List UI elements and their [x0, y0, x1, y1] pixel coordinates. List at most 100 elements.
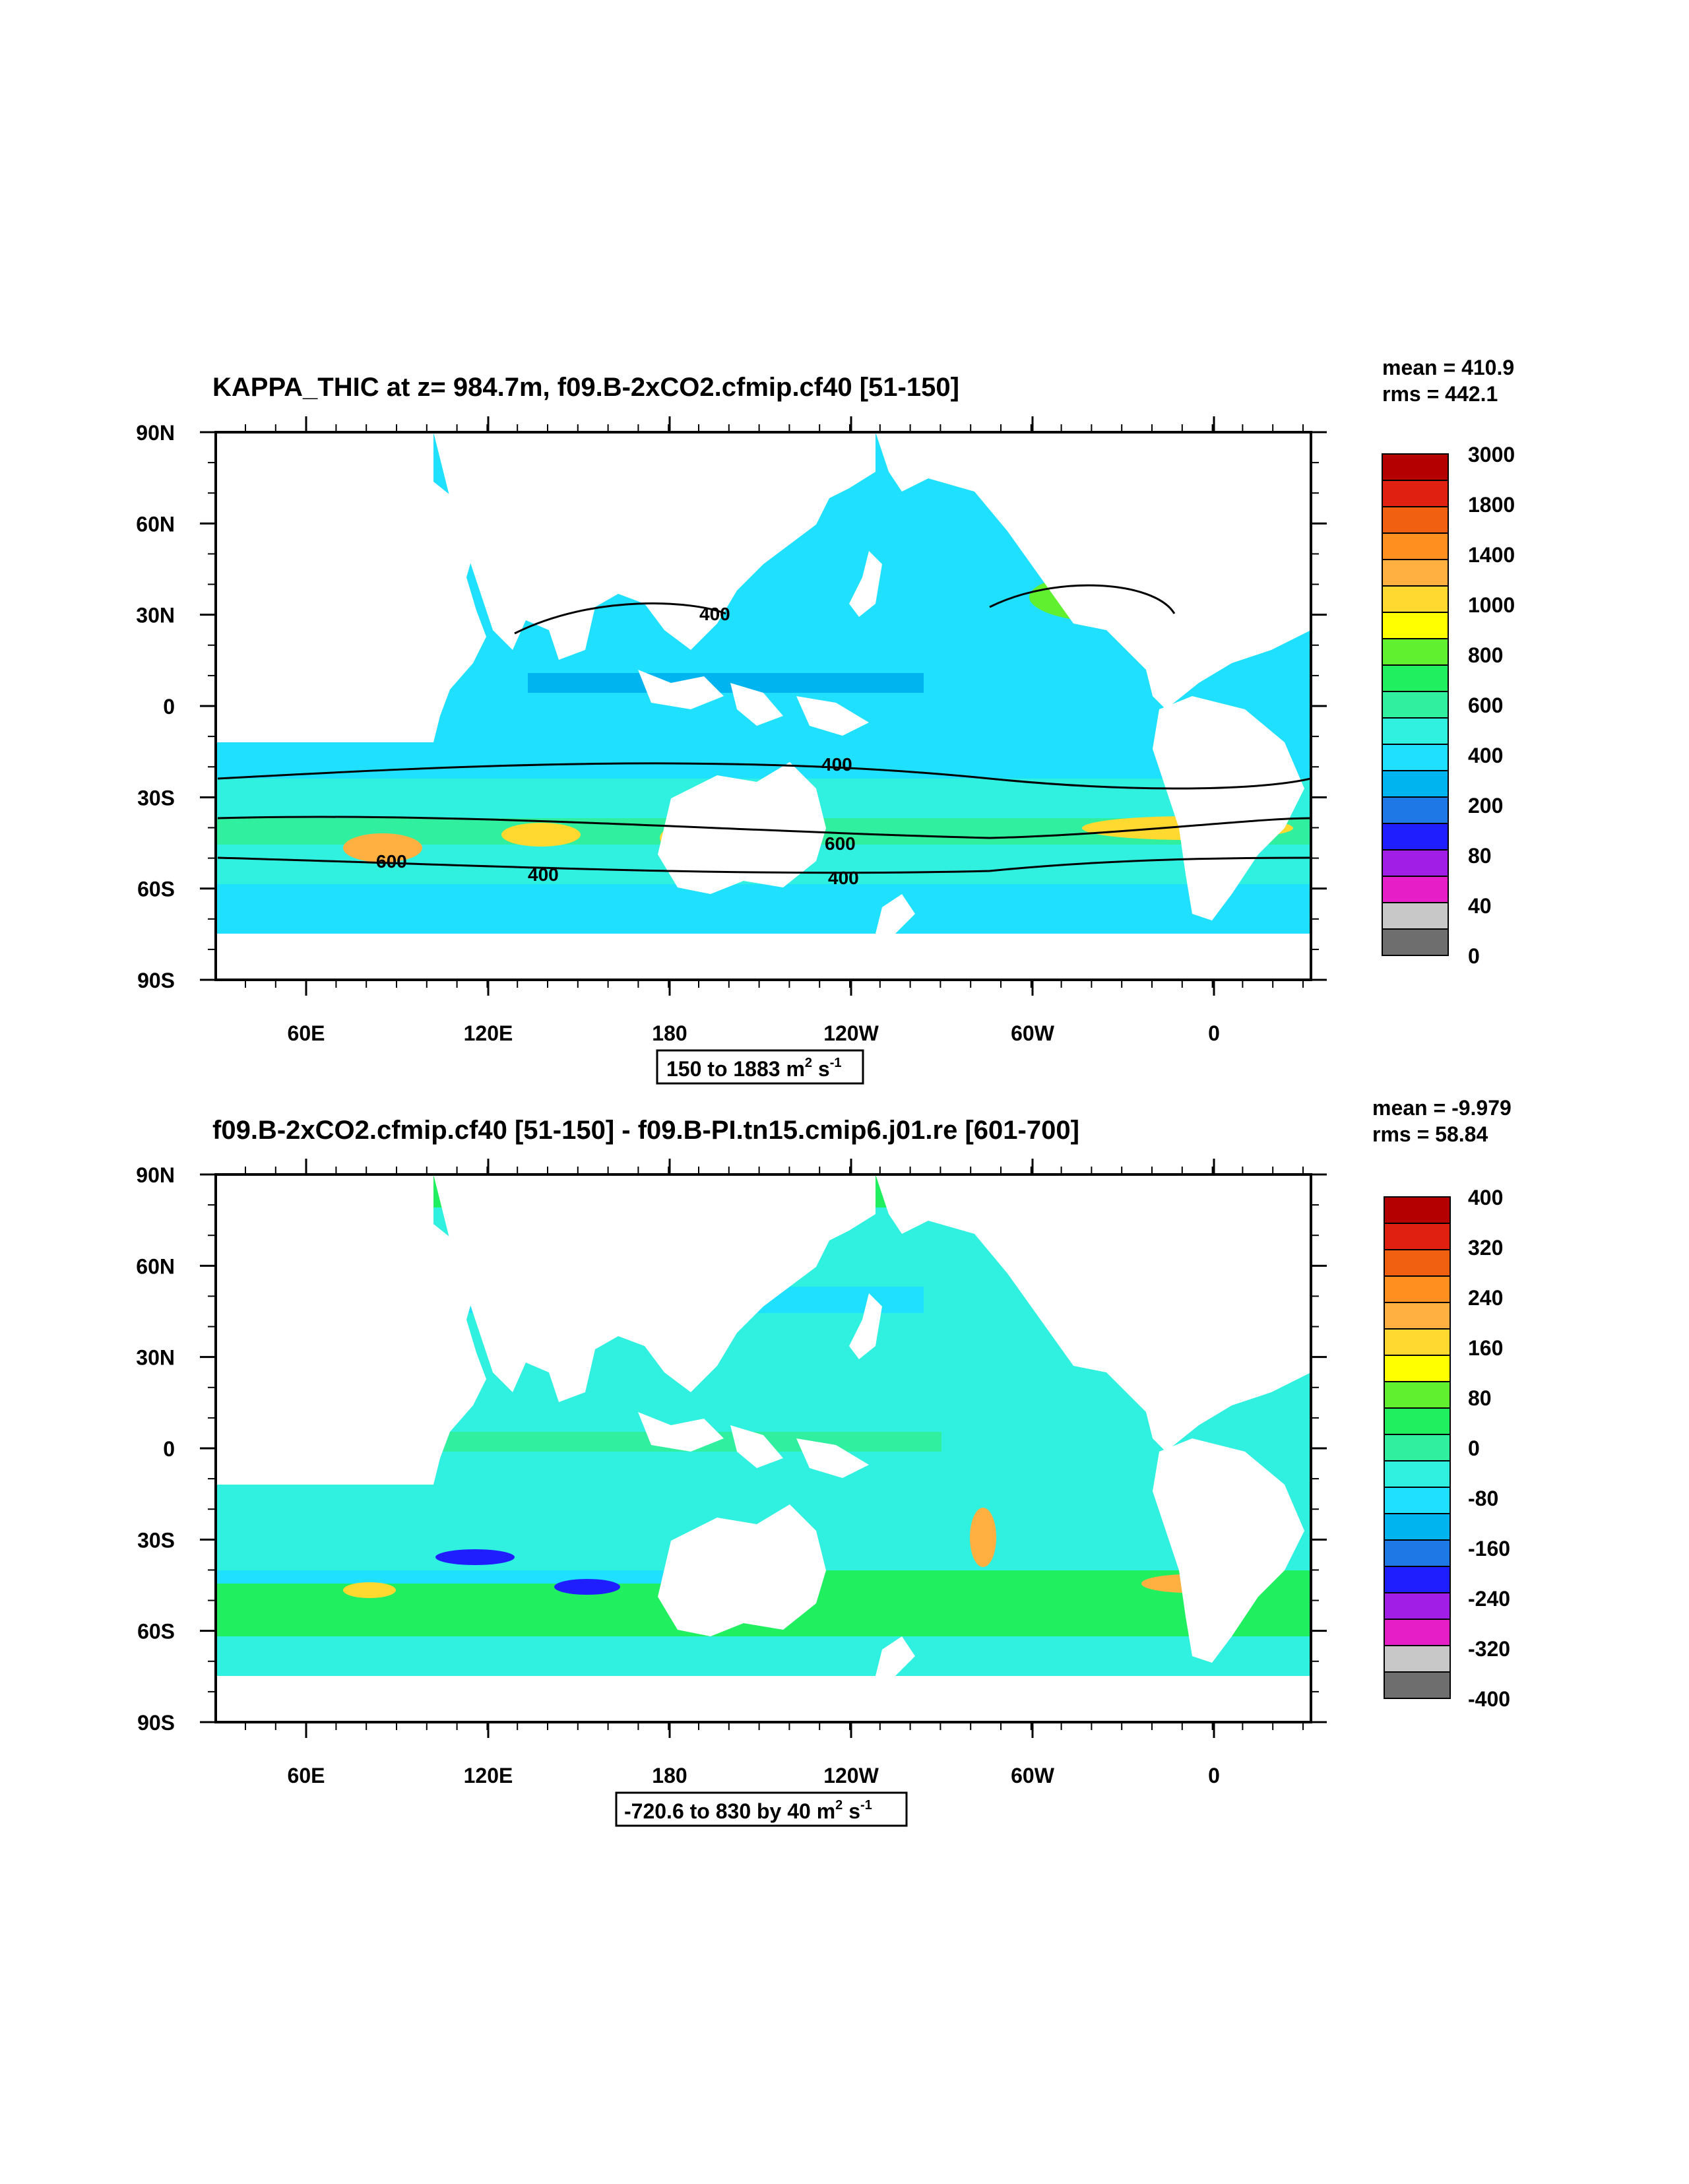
top-colorbar-box [1382, 559, 1449, 587]
top-map: 400 400 600 400 600 400 [216, 432, 1311, 980]
bottom-lon-label: 120E [464, 1764, 513, 1787]
top-colorbar-box [1382, 664, 1449, 692]
top-contour-label-4: 400 [528, 864, 559, 885]
top-lon-label: 180 [652, 1021, 687, 1045]
bottom-colorbar-label: -160 [1468, 1537, 1510, 1560]
bottom-map [216, 1174, 1311, 1722]
bottom-mean-label: mean = -9.979 [1372, 1096, 1512, 1120]
top-colorbar-label: 1000 [1468, 593, 1515, 617]
top-range-box: 150 to 1883 m2 s-1 [656, 1049, 864, 1085]
top-colorbar-box [1382, 638, 1449, 666]
top-colorbar-label: 3000 [1468, 443, 1515, 466]
bottom-colorbar-box [1384, 1487, 1451, 1514]
bottom-colorbar-box [1384, 1328, 1451, 1356]
top-axis-ticks: 60E 120E 180 120W 60W 0 90N 60N 30N 0 30S 60S 90S [136, 416, 1327, 1045]
top-mean-label: mean = 410.9 [1382, 356, 1514, 379]
top-colorbar-box [1382, 453, 1449, 481]
top-lat-label: 90N [136, 421, 175, 445]
top-colorbar-box [1382, 876, 1449, 903]
bottom-colorbar-box [1384, 1645, 1451, 1673]
top-colorbar-box [1382, 928, 1449, 956]
top-contour-600 [217, 816, 1311, 839]
bottom-indian-neg [435, 1549, 515, 1565]
top-colorbar-box [1382, 744, 1449, 771]
bottom-colorbar-box [1384, 1407, 1451, 1435]
bottom-colorbar-box [1384, 1196, 1451, 1224]
top-colorbar-box [1382, 770, 1449, 798]
top-contour-atl [989, 584, 1176, 614]
bottom-colorbar-box [1384, 1671, 1451, 1699]
bottom-colorbar-label: 240 [1468, 1286, 1503, 1310]
top-lat-label: 30S [137, 786, 175, 810]
bottom-colorbar-box [1384, 1592, 1451, 1620]
bottom-colorbar-box [1384, 1434, 1451, 1461]
bottom-colorbar-label: 400 [1468, 1186, 1503, 1209]
bottom-axis-ticks: 60E 120E 180 120W 60W 0 90N 60N 30N 0 30S 60S 90S [136, 1159, 1327, 1787]
top-contour-label-6: 400 [828, 868, 859, 888]
bottom-colorbar-label: -80 [1468, 1487, 1498, 1510]
top-lat-label: 60S [137, 878, 175, 901]
bottom-lat-label: 90S [137, 1711, 175, 1735]
bottom-colorbar-box [1384, 1355, 1451, 1382]
bottom-colorbar: 400 320 240 160 80 0 -80 -160 -240 -320 -400 [1384, 1186, 1510, 1711]
top-range-frame [656, 1049, 864, 1085]
bottom-colorbar-box [1384, 1460, 1451, 1488]
bottom-colorbar-label: 320 [1468, 1236, 1503, 1260]
bottom-acc-blue [216, 1570, 744, 1584]
bottom-lon-label: 0 [1208, 1764, 1220, 1787]
top-colorbar-label: 400 [1468, 744, 1503, 767]
top-acc-hotspot-indian [343, 833, 422, 862]
bottom-aus-neg [554, 1579, 620, 1595]
top-colorbar-label: 600 [1468, 693, 1503, 717]
top-lon-label: 120W [823, 1021, 879, 1045]
top-lat-label: 30N [136, 604, 175, 627]
bottom-colorbar-box [1384, 1249, 1451, 1277]
top-colorbar-label: 800 [1468, 643, 1503, 667]
top-lon-label: 0 [1208, 1021, 1220, 1045]
bottom-lat-label: 30N [136, 1346, 175, 1370]
bottom-colorbar-label: 0 [1468, 1436, 1480, 1460]
top-lon-label: 60E [288, 1021, 325, 1045]
top-colorbar-label: 80 [1468, 844, 1492, 868]
bottom-panel-title: f09.B-2xCO2.cfmip.cf40 [51-150] - f09.B-… [212, 1116, 1079, 1145]
bottom-brazil-pos [970, 1508, 996, 1567]
top-colorbar-box [1382, 691, 1449, 719]
bottom-lon-label: 60W [1011, 1764, 1055, 1787]
top-panel-title: KAPPA_THIC at z= 984.7m, f09.B-2xCO2.cfm… [212, 373, 959, 402]
top-colorbar-label: 40 [1468, 894, 1492, 918]
top-contour-400-acc-s [217, 856, 1311, 874]
top-contour-400-south [217, 762, 1311, 790]
bottom-colorbar-label: 160 [1468, 1336, 1503, 1360]
top-colorbar-label: 200 [1468, 794, 1503, 818]
bottom-lat-label: 60N [136, 1254, 175, 1278]
top-lat-label: 0 [163, 695, 175, 719]
bottom-colorbar-box [1384, 1513, 1451, 1541]
bottom-panel: f09.B-2xCO2.cfmip.cf40 [51-150] - f09.B-… [136, 1096, 1512, 1827]
bottom-lat-label: 90N [136, 1163, 175, 1187]
bottom-lat-label: 0 [163, 1437, 175, 1461]
top-colorbar-box [1382, 902, 1449, 930]
bottom-colorbar-box [1384, 1619, 1451, 1646]
bottom-lon-label: 180 [652, 1764, 687, 1787]
top-tropical-pacific [528, 673, 924, 693]
top-colorbar-box [1382, 823, 1449, 851]
bottom-lat-label: 60S [137, 1620, 175, 1644]
bottom-rms-label: rms = 58.84 [1372, 1122, 1488, 1146]
top-colorbar-box [1382, 796, 1449, 824]
top-lat-label: 60N [136, 512, 175, 536]
top-lat-label: 90S [137, 969, 175, 992]
top-colorbar-label: 1800 [1468, 493, 1515, 517]
top-colorbar-label: 1400 [1468, 543, 1515, 567]
bottom-lat-label: 30S [137, 1528, 175, 1552]
bottom-colorbar-box [1384, 1381, 1451, 1409]
bottom-colorbar-box [1384, 1223, 1451, 1250]
top-colorbar-box [1382, 585, 1449, 613]
bottom-colorbar-label: -400 [1468, 1687, 1510, 1711]
top-contour-label-1: 400 [699, 604, 730, 624]
bottom-colorbar-box [1384, 1539, 1451, 1567]
top-contour-label-3: 600 [825, 833, 856, 854]
top-colorbar-box [1382, 506, 1449, 534]
bottom-lon-label: 120W [823, 1764, 879, 1787]
